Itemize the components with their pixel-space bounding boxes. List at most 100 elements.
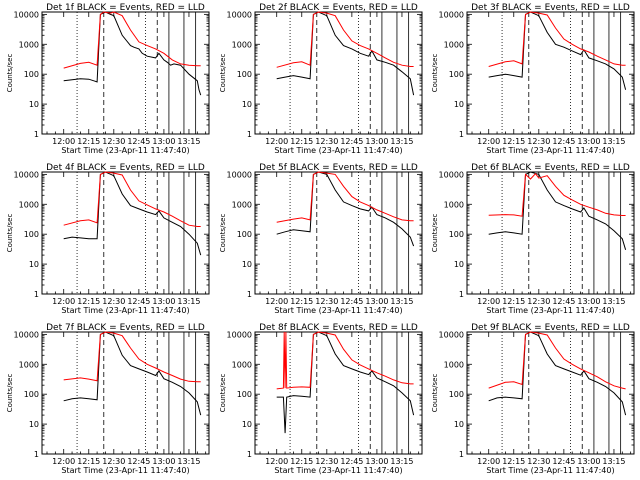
x-tick-label: 12:30 bbox=[102, 457, 125, 466]
x-axis-label: Start Time (23-Apr-11 11:47:40) bbox=[274, 466, 402, 475]
y-axis-label: Counts/sec bbox=[6, 54, 14, 93]
x-tick-label: 13:00 bbox=[577, 137, 600, 146]
y-tick-label: 1 bbox=[459, 290, 464, 299]
x-tick-label: 13:00 bbox=[152, 137, 175, 146]
panel-det-1: Det 1f BLACK = Events, RED = LLD 1 10 100 10… bbox=[6, 3, 210, 155]
series-line-lld bbox=[488, 172, 626, 217]
x-tick-label: 12:15 bbox=[502, 137, 525, 146]
x-tick-label: 12:00 bbox=[477, 297, 500, 306]
y-axis-label: Counts/sec bbox=[6, 214, 14, 253]
x-tick-label: 13:15 bbox=[602, 297, 625, 306]
y-tick-label: 10000 bbox=[14, 170, 39, 179]
plot-frame bbox=[41, 171, 210, 295]
series-line-events bbox=[63, 171, 202, 256]
series-line-events bbox=[63, 331, 202, 416]
x-tick-label: 12:00 bbox=[265, 297, 288, 306]
y-tick-label: 1000 bbox=[232, 360, 252, 369]
panel-det-3: Det 3f BLACK = Events, RED = LLD 1 10 100 10… bbox=[431, 3, 635, 155]
x-tick-label: 13:15 bbox=[177, 297, 200, 306]
y-tick-label: 10 bbox=[242, 100, 252, 109]
plot-frame bbox=[466, 171, 635, 295]
x-tick-label: 12:15 bbox=[290, 297, 313, 306]
plot-frame bbox=[41, 11, 210, 135]
y-tick-label: 10 bbox=[242, 420, 252, 429]
y-tick-label: 1000 bbox=[19, 200, 39, 209]
x-tick-label: 13:00 bbox=[152, 297, 175, 306]
x-tick-label: 13:15 bbox=[177, 137, 200, 146]
x-tick-label: 12:45 bbox=[127, 137, 150, 146]
x-tick-label: 12:30 bbox=[527, 137, 550, 146]
y-tick-label: 10000 bbox=[439, 170, 464, 179]
plot-frame bbox=[466, 331, 635, 455]
x-tick-label: 13:00 bbox=[365, 137, 388, 146]
x-tick-label: 12:30 bbox=[315, 137, 338, 146]
plot-frame bbox=[254, 11, 423, 135]
panel-det-6: Det 6f BLACK = Events, RED = LLD 1 10 100 10… bbox=[431, 163, 635, 315]
x-tick-label: 12:15 bbox=[290, 137, 313, 146]
series-line-events bbox=[488, 331, 627, 416]
plot-frame bbox=[254, 171, 423, 295]
series-line-lld bbox=[276, 331, 414, 390]
y-tick-label: 10000 bbox=[14, 330, 39, 339]
y-tick-label: 100 bbox=[24, 70, 39, 79]
y-tick-label: 10 bbox=[242, 260, 252, 269]
series-line-lld bbox=[63, 331, 201, 383]
series-line-lld bbox=[63, 171, 201, 227]
y-tick-label: 1000 bbox=[19, 40, 39, 49]
series-line-lld bbox=[488, 11, 626, 67]
x-tick-label: 12:15 bbox=[77, 137, 100, 146]
y-tick-label: 10000 bbox=[439, 10, 464, 19]
y-tick-label: 100 bbox=[237, 390, 252, 399]
plot-frame bbox=[41, 331, 210, 455]
x-tick-label: 12:00 bbox=[265, 457, 288, 466]
y-tick-label: 1000 bbox=[19, 360, 39, 369]
x-tick-label: 12:00 bbox=[52, 457, 75, 466]
x-tick-label: 12:15 bbox=[502, 297, 525, 306]
x-tick-label: 13:00 bbox=[365, 457, 388, 466]
series-line-events bbox=[63, 11, 202, 96]
x-axis-label: Start Time (23-Apr-11 11:47:40) bbox=[61, 466, 189, 475]
y-axis-label: Counts/sec bbox=[219, 54, 227, 93]
x-tick-label: 12:00 bbox=[52, 137, 75, 146]
x-tick-label: 13:00 bbox=[152, 457, 175, 466]
y-tick-label: 1 bbox=[459, 450, 464, 459]
x-axis-label: Start Time (23-Apr-11 11:47:40) bbox=[486, 146, 614, 155]
x-tick-label: 12:15 bbox=[502, 457, 525, 466]
panel-title: Det 8f BLACK = Events, RED = LLD bbox=[259, 323, 418, 333]
y-tick-label: 1000 bbox=[444, 360, 464, 369]
y-tick-label: 100 bbox=[449, 230, 464, 239]
plot-frame bbox=[254, 331, 423, 455]
series-line-lld bbox=[63, 11, 201, 69]
x-tick-label: 12:30 bbox=[102, 137, 125, 146]
y-tick-label: 100 bbox=[24, 230, 39, 239]
x-tick-label: 12:30 bbox=[315, 457, 338, 466]
y-tick-label: 100 bbox=[237, 70, 252, 79]
panel-det-4: Det 4f BLACK = Events, RED = LLD 1 10 100 10… bbox=[6, 163, 210, 315]
y-axis-label: Counts/sec bbox=[219, 374, 227, 413]
panel-title: Det 9f BLACK = Events, RED = LLD bbox=[471, 323, 630, 333]
plot-frame bbox=[466, 11, 635, 135]
x-axis-label: Start Time (23-Apr-11 11:47:40) bbox=[61, 146, 189, 155]
x-axis-label: Start Time (23-Apr-11 11:47:40) bbox=[486, 306, 614, 315]
y-tick-label: 10 bbox=[29, 100, 39, 109]
x-tick-label: 12:15 bbox=[77, 457, 100, 466]
y-tick-label: 100 bbox=[237, 230, 252, 239]
x-tick-label: 12:45 bbox=[340, 137, 363, 146]
x-tick-label: 12:00 bbox=[265, 137, 288, 146]
panel-title: Det 1f BLACK = Events, RED = LLD bbox=[46, 3, 205, 13]
panel-title: Det 4f BLACK = Events, RED = LLD bbox=[46, 163, 205, 173]
y-tick-label: 100 bbox=[449, 390, 464, 399]
x-tick-label: 13:00 bbox=[577, 297, 600, 306]
x-axis-label: Start Time (23-Apr-11 11:47:40) bbox=[61, 306, 189, 315]
panel-det-2: Det 2f BLACK = Events, RED = LLD 1 10 100 10… bbox=[219, 3, 423, 155]
y-tick-label: 1000 bbox=[232, 200, 252, 209]
panel-title: Det 6f BLACK = Events, RED = LLD bbox=[471, 163, 630, 173]
y-tick-label: 1 bbox=[247, 290, 252, 299]
y-tick-label: 1 bbox=[459, 130, 464, 139]
panel-title: Det 5f BLACK = Events, RED = LLD bbox=[259, 163, 418, 173]
y-axis-label: Counts/sec bbox=[219, 214, 227, 253]
y-tick-label: 10000 bbox=[227, 10, 252, 19]
x-tick-label: 12:30 bbox=[527, 457, 550, 466]
y-axis-label: Counts/sec bbox=[431, 214, 439, 253]
